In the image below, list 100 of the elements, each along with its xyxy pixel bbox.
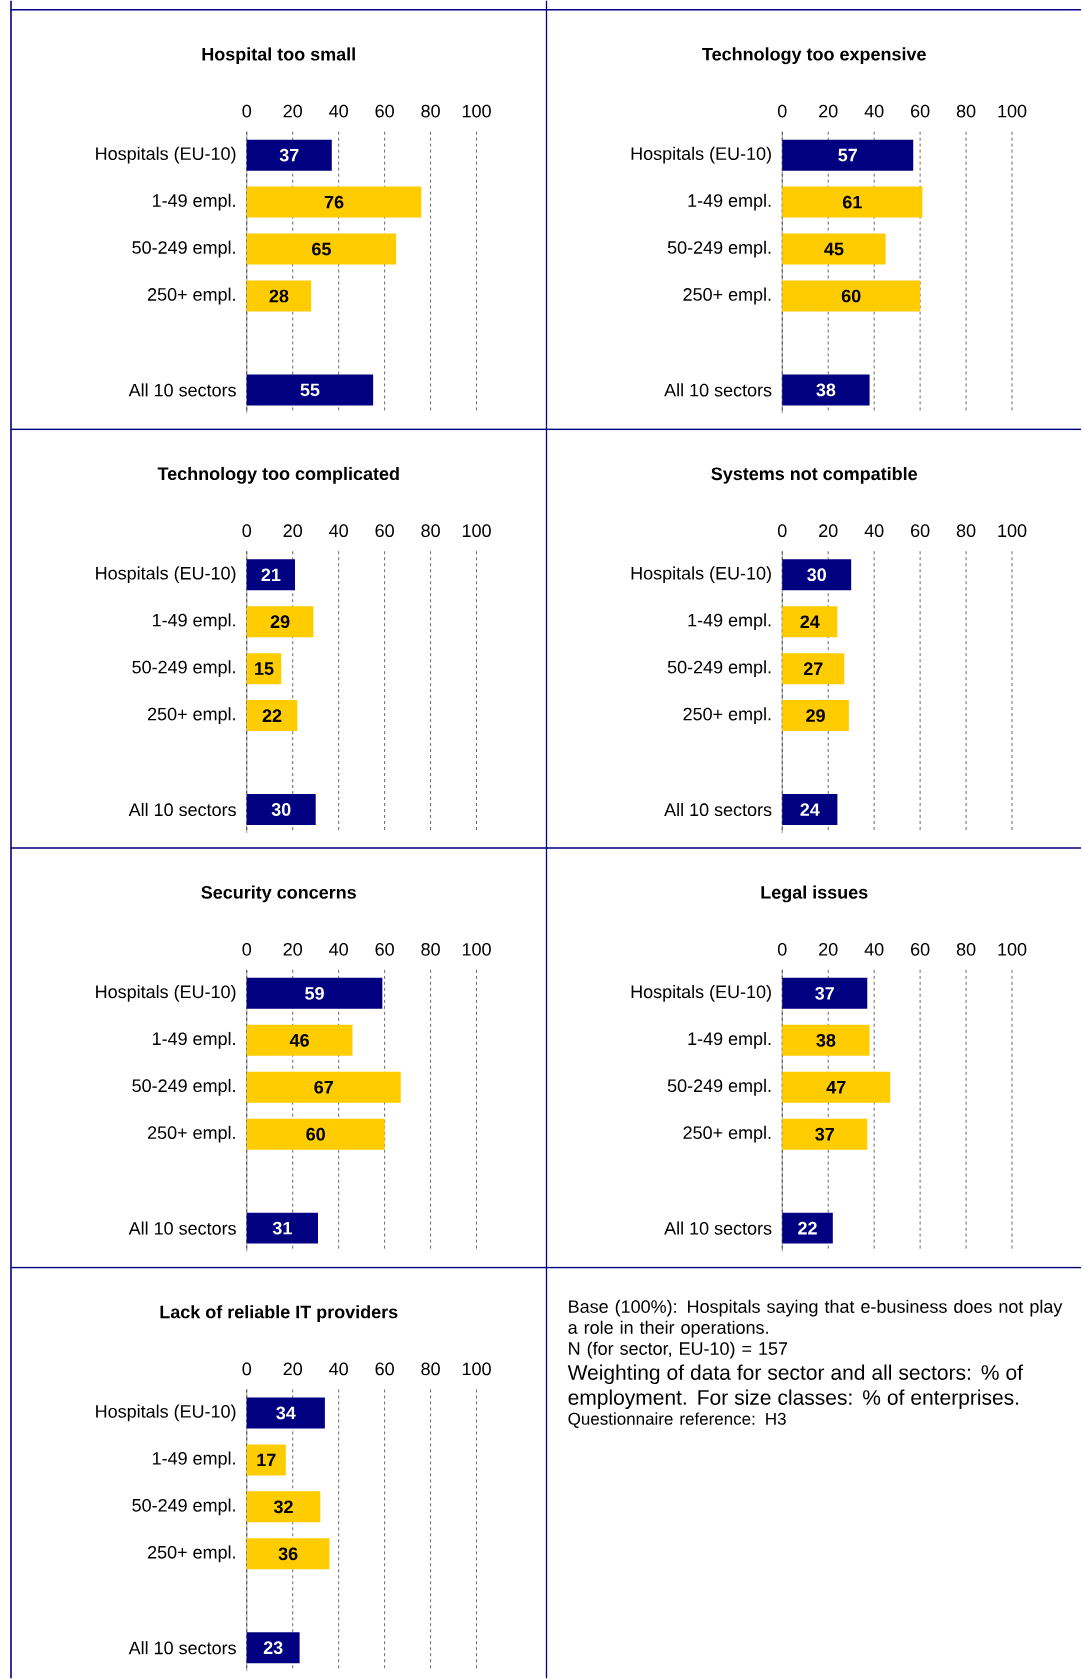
x-tick-label: 80 <box>421 104 441 118</box>
data-label: 60 <box>841 289 861 303</box>
data-label: 21 <box>261 568 281 582</box>
y-tick-label: 1-49 empl. <box>153 1031 236 1049</box>
bar <box>246 1118 385 1150</box>
y-tick-label: 50-249 empl. <box>667 240 771 258</box>
data-label: 27 <box>804 662 823 675</box>
x-tick-label: 80 <box>421 524 441 538</box>
data-label: 29 <box>270 615 290 629</box>
bar <box>246 139 332 171</box>
x-tick-label: 60 <box>911 104 930 118</box>
x-tick-label: 60 <box>911 942 930 956</box>
data-label: 30 <box>271 803 291 816</box>
bar <box>782 1118 868 1150</box>
x-tick-label: 40 <box>864 524 884 538</box>
data-label: 30 <box>807 568 827 582</box>
data-label: 17 <box>257 1453 276 1467</box>
text: Base (100%): Hospitals saying that e-business does not play a role in their operations. <box>568 1299 1063 1338</box>
y-tick-label: Hospitals (EU-10) <box>96 984 236 1002</box>
y-tick-label: All 10 sectors <box>128 383 237 397</box>
data-label: 45 <box>824 242 844 256</box>
bar <box>782 233 886 265</box>
x-tick-label: 100 <box>463 104 491 118</box>
x-tick-label: 0 <box>242 524 252 538</box>
x-tick-label: 60 <box>375 1362 395 1376</box>
bar <box>246 1071 401 1103</box>
x-tick-label: 80 <box>956 524 976 538</box>
chart-title: Legal issues <box>761 885 868 903</box>
data-label: 31 <box>272 1221 293 1235</box>
data-label: 24 <box>800 803 820 816</box>
data-label: 32 <box>274 1500 293 1514</box>
y-tick-label: Hospitals (EU-10) <box>631 984 772 1002</box>
y-tick-label: All 10 sectors <box>128 1221 237 1235</box>
bar <box>782 1024 870 1056</box>
data-label: 55 <box>300 383 320 397</box>
x-tick-label: 100 <box>998 104 1027 118</box>
x-tick-label: 60 <box>911 524 930 538</box>
x-tick-label: 60 <box>375 104 395 118</box>
x-tick-label: 20 <box>819 104 838 118</box>
bar <box>782 139 914 171</box>
bar <box>246 186 422 218</box>
bar <box>246 559 296 591</box>
bar <box>246 1444 286 1476</box>
bar <box>246 1212 319 1244</box>
y-tick-label: All 10 sectors <box>664 802 772 817</box>
data-label: 15 <box>255 662 274 675</box>
bar <box>246 280 312 312</box>
x-tick-label: 0 <box>778 104 787 118</box>
chart-title: Hospital too small <box>202 47 356 65</box>
x-tick-label: 40 <box>864 942 884 956</box>
data-label: 22 <box>262 709 282 722</box>
data-label: 22 <box>798 1221 817 1235</box>
x-tick-label: 40 <box>329 524 349 538</box>
bar <box>246 977 383 1009</box>
bar <box>246 1024 353 1056</box>
y-tick-label: Hospitals (EU-10) <box>96 1404 236 1422</box>
data-label: 37 <box>815 1127 835 1141</box>
bar <box>246 233 397 265</box>
x-tick-label: 100 <box>998 942 1027 956</box>
chart-title: Security concerns <box>201 885 357 903</box>
data-label: 37 <box>815 986 835 1000</box>
y-tick-label: 250+ empl. <box>148 707 236 724</box>
x-tick-label: 100 <box>998 524 1027 538</box>
y-tick-label: All 10 sectors <box>664 383 772 397</box>
bar <box>782 1071 891 1103</box>
y-tick-label: 1-49 empl. <box>688 1031 771 1049</box>
x-tick-label: 80 <box>421 1362 441 1376</box>
data-label: 23 <box>263 1641 283 1655</box>
y-tick-label: Hospitals (EU-10) <box>631 566 772 584</box>
data-label: 46 <box>290 1033 310 1047</box>
x-tick-label: 100 <box>463 942 491 956</box>
y-tick-label: All 10 sectors <box>128 1641 237 1655</box>
chart-title: Systems not compatible <box>711 466 918 484</box>
data-label: 38 <box>816 383 836 397</box>
y-tick-label: 50-249 empl. <box>667 1078 771 1096</box>
y-tick-label: 50-249 empl. <box>132 660 236 678</box>
y-tick-label: 250+ empl. <box>148 287 236 305</box>
y-tick-label: All 10 sectors <box>128 802 237 817</box>
bar <box>246 1538 330 1570</box>
x-tick-label: 80 <box>421 942 441 956</box>
bar <box>246 1491 321 1523</box>
x-tick-label: 60 <box>375 524 395 538</box>
bar <box>246 794 316 825</box>
text: Questionnaire reference: H3 <box>568 1412 786 1428</box>
y-tick-label: 1-49 empl. <box>153 193 236 211</box>
y-tick-label: Hospitals (EU-10) <box>96 566 236 584</box>
x-tick-label: 40 <box>864 104 884 118</box>
y-tick-label: 50-249 empl. <box>132 240 236 258</box>
x-tick-label: 0 <box>242 104 252 118</box>
text: N (for sector, EU-10) = 157 <box>569 1341 788 1359</box>
bar <box>246 606 314 638</box>
chart-title: Technology too complicated <box>157 466 399 484</box>
y-tick-label: 250+ empl. <box>683 707 771 724</box>
y-tick-label: Hospitals (EU-10) <box>631 146 772 164</box>
x-tick-label: 40 <box>329 104 349 118</box>
y-tick-label: 250+ empl. <box>148 1545 236 1563</box>
data-label: 29 <box>806 709 826 722</box>
data-label: 76 <box>324 195 344 209</box>
x-tick-label: 40 <box>329 942 349 956</box>
x-tick-label: 20 <box>283 1362 303 1376</box>
